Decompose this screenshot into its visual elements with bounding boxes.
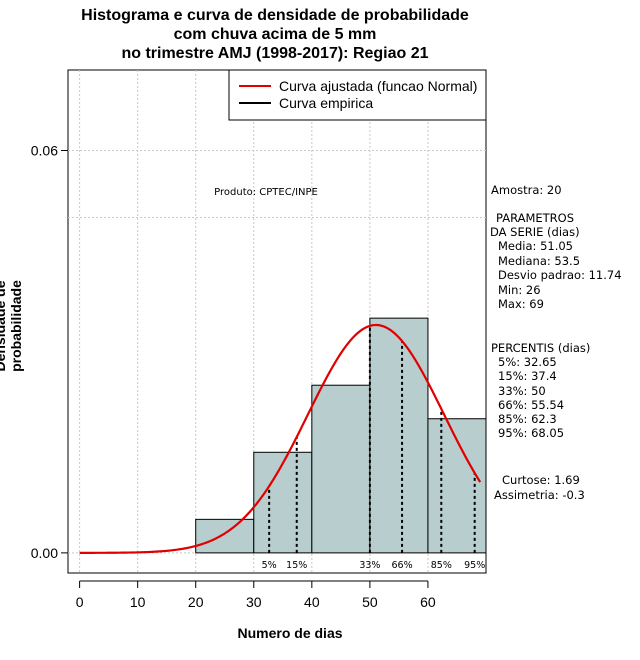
x-tick-label: 50 [362,594,378,610]
stat-p15: 15%: 37.4 [498,369,557,383]
chart-title-line-2: com chuva acima de 5 mm [173,26,377,43]
percentile-label: 85% [431,560,452,571]
percentile-lines: 5% 15% 33% 66% 85% 95% [262,325,485,571]
legend-label: Curva empirica [279,95,373,111]
stat-p95: 95%: 68.05 [498,426,565,440]
product-annotation: Produto: CPTEC/INPE [214,187,318,198]
histogram-bar [369,317,429,554]
normal-curve-line [79,323,482,554]
legend-label: Curva ajustada (funcao Normal) [279,78,477,94]
stat-percentis-title: PERCENTIS (dias) [491,341,591,355]
stat-min: Min: 26 [498,283,541,297]
stat-p66: 66%: 55.54 [498,398,565,412]
stat-param-title-1: PARAMETROS [496,211,575,225]
stat-media: Media: 51.05 [498,239,573,253]
histogram-bars [195,317,487,554]
stat-p5: 5%: 32.65 [498,355,557,369]
x-tick-label: 60 [420,594,436,610]
legend-box [228,69,487,121]
percentile-label: 66% [391,560,412,571]
histogram-bar [311,384,371,554]
x-tick-label: 40 [304,594,320,610]
percentile-label: 15% [286,560,307,571]
stat-p85: 85%: 62.3 [498,412,557,426]
legend: Curva ajustada (funcao Normal)Curva empi… [228,69,487,121]
axes: 0 10 20 30 40 50 60 0.00 0.06 [31,142,436,610]
x-tick-label: 0 [76,594,84,610]
x-axis-label: Numero de dias [237,625,343,641]
stat-param-title-2: DA SERIE (dias) [490,225,580,239]
percentile-label: 5% [262,560,277,571]
stat-amostra: Amostra: 20 [491,183,562,197]
stat-curtose: Curtose: 1.69 [502,473,580,487]
stat-desvio: Desvio padrao: 11.74 [498,268,622,282]
histogram-bar [195,518,255,554]
stat-p33: 33%: 50 [498,384,546,398]
percentile-label: 95% [464,560,485,571]
stat-assimetria: Assimetria: -0.3 [494,488,585,502]
percentile-label: 33% [359,560,380,571]
chart-title-line-3: no trimestre AMJ (1998-2017): Regiao 21 [121,45,429,62]
stat-mediana: Mediana: 53.5 [498,254,581,268]
histogram-bar [253,451,313,554]
chart-title-line-1: Histograma e curva de densidade de proba… [81,7,469,24]
x-tick-label: 30 [246,594,262,610]
y-tick-label: 0.00 [31,545,58,561]
x-tick-label: 10 [130,594,146,610]
y-tick-label: 0.06 [31,142,58,158]
x-tick-label: 20 [188,594,204,610]
normal-curve [79,323,482,554]
stat-max: Max: 69 [498,297,544,311]
